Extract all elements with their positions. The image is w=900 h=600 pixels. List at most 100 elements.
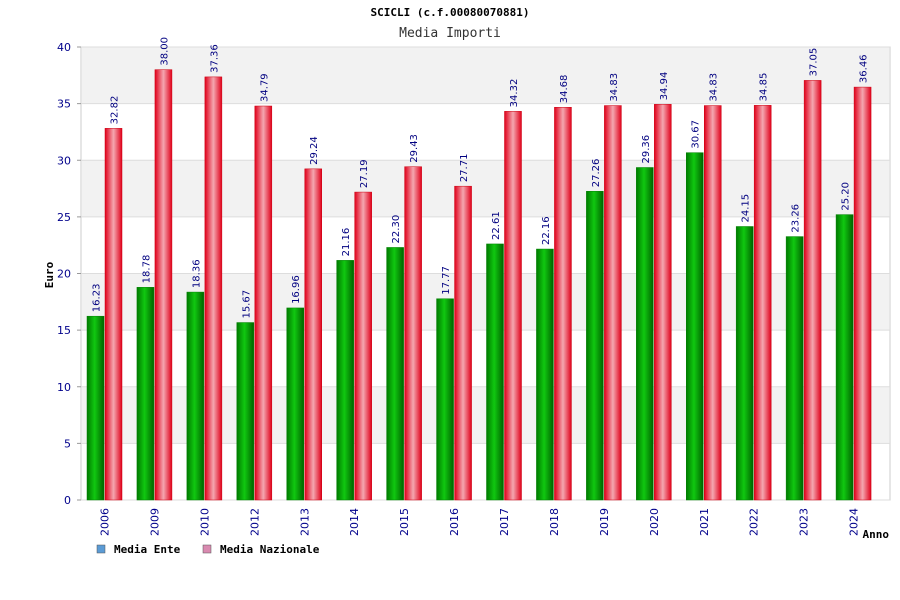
bar: [186, 291, 205, 501]
chart-title: SCICLI (c.f.00080070881): [371, 6, 530, 19]
bar: [753, 105, 772, 501]
x-tick-label: 2010: [198, 508, 211, 536]
bar: [254, 105, 273, 501]
bar: [785, 236, 804, 501]
data-label: 36.46: [859, 54, 870, 83]
y-tick-label: 10: [57, 381, 71, 394]
data-label: 32.82: [110, 96, 121, 125]
legend-swatch: [202, 544, 212, 554]
bar: [86, 315, 105, 501]
bar: [154, 69, 173, 501]
bar: [504, 111, 522, 501]
x-axis-label: Anno: [863, 528, 890, 541]
bar: [454, 185, 472, 501]
x-tick-label: 2009: [148, 508, 161, 536]
y-tick-label: 25: [57, 211, 71, 224]
bar: [636, 167, 654, 501]
bar: [204, 76, 223, 501]
data-label: 23.26: [791, 204, 802, 233]
bar: [286, 307, 304, 501]
data-label: 17.77: [441, 266, 452, 295]
data-label: 27.26: [591, 159, 602, 188]
bar: [304, 168, 322, 501]
x-tick-label: 2019: [598, 508, 611, 536]
data-label: 29.43: [409, 134, 420, 163]
x-tick-label: 2015: [398, 508, 411, 536]
bar: [604, 105, 622, 501]
x-axis-ticks: 2006 2009 2010 2012 2013 2014 2015 2016 2017 2018…: [99, 508, 861, 536]
data-label: 34.83: [709, 73, 720, 102]
bar: [586, 191, 604, 501]
x-tick-label: 2006: [99, 508, 112, 536]
x-tick-label: 2016: [448, 508, 461, 536]
bar: [236, 322, 255, 501]
y-axis-ticks: 0 5 10 15 20 25 30 35 40: [57, 41, 81, 507]
data-label: 25.20: [841, 182, 852, 211]
y-tick-label: 0: [64, 494, 71, 507]
data-label: 24.15: [741, 194, 752, 223]
legend: Media Ente Media Nazionale: [96, 543, 320, 556]
bar: [404, 166, 422, 501]
bar: [853, 86, 872, 501]
x-tick-label: 2018: [548, 508, 561, 536]
bar: [554, 106, 572, 501]
x-tick-label: 2014: [348, 508, 361, 536]
x-tick-label: 2021: [698, 508, 711, 536]
data-label: 29.36: [641, 135, 652, 164]
y-tick-label: 20: [57, 268, 71, 281]
data-label: 34.94: [659, 72, 670, 101]
bar: [654, 104, 672, 501]
data-label: 34.68: [559, 75, 570, 104]
chart-subtitle: Media Importi: [399, 26, 501, 41]
bar: [536, 248, 554, 501]
bar: [336, 260, 354, 501]
data-labels: 16.23 32.82 18.78 38.00 18.36 37.36 15.67 34.79…: [92, 37, 870, 319]
data-label: 37.05: [809, 48, 820, 77]
bar-series: [86, 69, 872, 501]
data-label: 18.36: [191, 259, 202, 288]
bar: [803, 80, 822, 501]
data-label: 34.85: [759, 73, 770, 102]
y-tick-label: 5: [64, 437, 71, 450]
bar: [735, 226, 754, 501]
x-tick-label: 2023: [798, 508, 811, 536]
y-tick-label: 30: [57, 154, 71, 167]
legend-swatch: [96, 544, 106, 554]
x-tick-label: 2022: [748, 508, 761, 536]
data-label: 34.79: [259, 73, 270, 102]
data-label: 22.61: [491, 211, 502, 240]
data-label: 37.36: [209, 44, 220, 73]
bar: [486, 243, 504, 501]
data-label: 38.00: [159, 37, 170, 66]
x-tick-label: 2020: [648, 508, 661, 536]
bar: [835, 214, 854, 501]
data-label: 34.83: [609, 73, 620, 102]
y-tick-label: 15: [57, 324, 71, 337]
bar: [686, 152, 704, 501]
data-label: 34.32: [509, 79, 520, 108]
x-tick-label: 2013: [298, 508, 311, 536]
bar: [354, 191, 372, 501]
data-label: 27.71: [459, 154, 470, 183]
x-tick-label: 2012: [248, 508, 261, 536]
x-tick-label: 2017: [498, 508, 511, 536]
data-label: 16.23: [92, 284, 103, 313]
legend-label: Media Ente: [114, 543, 181, 556]
y-tick-label: 40: [57, 41, 71, 54]
bar: [704, 105, 722, 501]
data-label: 30.67: [691, 120, 702, 149]
data-label: 16.96: [291, 275, 302, 304]
y-tick-label: 35: [57, 98, 71, 111]
bar: [136, 287, 155, 501]
bar: [386, 247, 404, 501]
y-axis-label: Euro: [43, 261, 56, 288]
data-label: 21.16: [341, 228, 352, 257]
x-tick-label: 2024: [848, 508, 861, 536]
data-label: 18.78: [141, 255, 152, 284]
legend-label: Media Nazionale: [220, 543, 320, 556]
data-label: 29.24: [309, 136, 320, 165]
data-label: 15.67: [241, 290, 252, 319]
data-label: 27.19: [359, 159, 370, 188]
data-label: 22.30: [391, 215, 402, 244]
